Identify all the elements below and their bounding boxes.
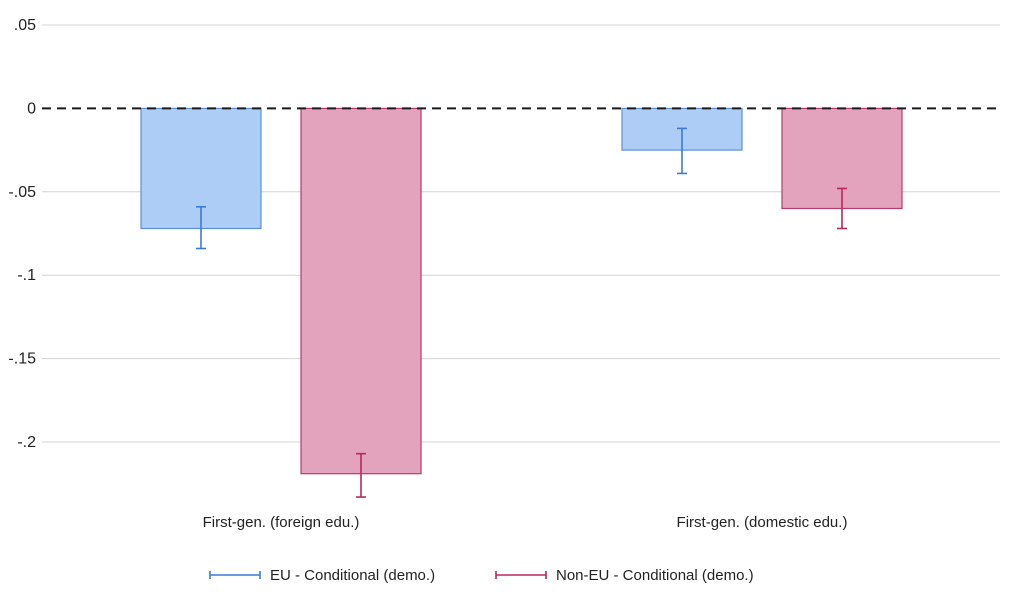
bars <box>140 107 903 475</box>
legend-label: Non-EU - Conditional (demo.) <box>556 567 754 584</box>
error-bar-series-1-category-1 <box>196 206 206 250</box>
error-bar-series-2-category-1 <box>356 452 366 498</box>
y-axis-tick-labels: .05 0 -.05 -.1 -.15 -.2 <box>8 17 36 451</box>
legend-item-2: Non-EU - Conditional (demo.) <box>495 567 754 584</box>
category-label: First-gen. (domestic edu.) <box>677 514 848 531</box>
y-tick-label: -.05 <box>8 184 36 201</box>
legend: EU - Conditional (demo.) Non-EU - Conditi… <box>209 567 754 584</box>
y-tick-label: 0 <box>27 100 36 117</box>
y-tick-label: -.2 <box>17 434 36 451</box>
bar-series-2-category-1 <box>300 107 422 475</box>
y-tick-label: .05 <box>14 17 36 34</box>
legend-item-1: EU - Conditional (demo.) <box>209 567 435 584</box>
category-label: First-gen. (foreign edu.) <box>203 514 360 531</box>
error-bars <box>196 127 847 498</box>
y-tick-label: -.1 <box>17 267 36 284</box>
x-axis-category-labels: First-gen. (foreign edu.) First-gen. (dom… <box>203 514 848 531</box>
gridlines <box>42 24 1000 443</box>
error-bar-series-1-category-2 <box>677 127 687 175</box>
legend-label: EU - Conditional (demo.) <box>270 567 435 584</box>
y-tick-label: -.15 <box>8 351 36 368</box>
error-bar-series-2-category-2 <box>837 187 847 230</box>
